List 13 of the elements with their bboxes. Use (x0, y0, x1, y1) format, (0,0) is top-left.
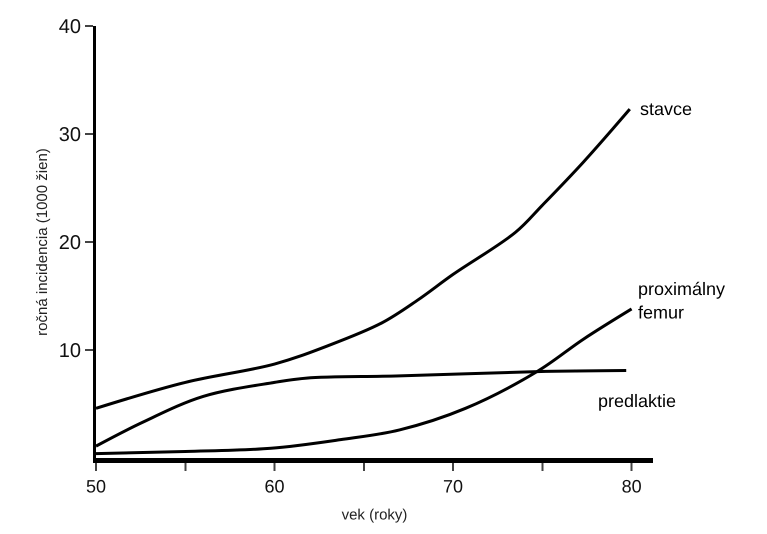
x-tick-label: 80 (622, 476, 642, 497)
x-tick-label: 50 (86, 476, 106, 497)
series-label: stavce (640, 99, 692, 119)
x-tick-label: 70 (443, 476, 464, 497)
x-axis-title: vek (roky) (342, 506, 408, 524)
x-tick-label: 60 (264, 476, 285, 497)
y-tick-label: 30 (58, 124, 81, 146)
series-label: proximálny femur (638, 279, 726, 322)
y-tick-label: 20 (58, 232, 81, 254)
series-label: predlaktie (598, 391, 676, 411)
y-axis-title: ročná incidencia (1000 žien) (34, 148, 51, 336)
y-tick-label: 10 (58, 340, 81, 362)
y-tick-label: 40 (58, 16, 81, 38)
